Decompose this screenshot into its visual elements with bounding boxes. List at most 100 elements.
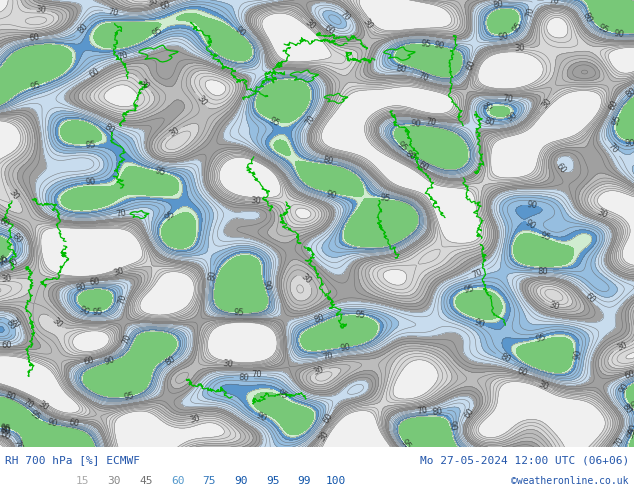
Text: 70: 70 [338,9,351,23]
Text: 30: 30 [250,196,261,206]
Text: 95: 95 [482,99,496,113]
Text: 90: 90 [626,422,634,436]
Text: 80: 80 [581,11,593,24]
Text: 80: 80 [431,406,443,416]
Text: 80: 80 [482,116,496,127]
Text: 95: 95 [611,113,623,126]
Text: 75: 75 [202,475,216,486]
Text: 30: 30 [540,96,553,110]
Text: 30: 30 [303,18,317,31]
Text: 60: 60 [88,277,100,287]
Text: 60: 60 [171,475,184,486]
Text: 90: 90 [527,200,538,211]
Text: 80: 80 [207,270,217,281]
Text: 30: 30 [616,340,630,353]
Text: 30: 30 [548,300,560,312]
Text: 70: 70 [548,0,560,6]
Text: 90: 90 [0,255,11,268]
Text: 60: 60 [607,99,620,112]
Text: 60: 60 [68,417,79,428]
Text: 15: 15 [75,475,89,486]
Text: 30: 30 [318,430,330,443]
Text: 70: 70 [120,333,133,346]
Text: 60: 60 [583,291,597,305]
Text: 70: 70 [117,293,129,305]
Text: 80: 80 [396,64,408,74]
Text: 30: 30 [514,44,525,53]
Text: 60: 60 [1,341,12,350]
Text: 95: 95 [379,193,391,204]
Text: 30: 30 [222,359,233,369]
Text: 95: 95 [93,307,103,317]
Text: 30: 30 [360,17,374,30]
Text: 80: 80 [537,267,548,276]
Text: 30: 30 [299,272,313,286]
Text: 70: 70 [425,118,437,128]
Text: 30: 30 [536,379,550,392]
Text: 95: 95 [399,437,412,451]
Text: 90: 90 [625,139,634,148]
Text: 80: 80 [619,401,633,416]
Text: 100: 100 [326,475,346,486]
Text: 90: 90 [84,177,96,187]
Text: 60: 60 [624,369,634,381]
Text: 80: 80 [164,355,177,368]
Text: 95: 95 [266,475,280,486]
Text: Mo 27-05-2024 12:00 UTC (06+06): Mo 27-05-2024 12:00 UTC (06+06) [420,456,629,466]
Text: 30: 30 [35,5,46,15]
Text: 90: 90 [505,110,519,123]
Text: 70: 70 [251,370,262,379]
Text: 60: 60 [0,429,11,441]
Text: 70: 70 [612,436,626,449]
Text: 90: 90 [234,475,248,486]
Text: 60: 60 [462,407,476,420]
Text: 90: 90 [497,31,509,42]
Text: 95: 95 [28,409,42,422]
Text: 95: 95 [153,166,166,177]
Text: 95: 95 [395,140,409,153]
Text: 30: 30 [107,475,121,486]
Text: 30: 30 [36,399,50,413]
Text: 80: 80 [75,282,87,293]
Text: 80: 80 [624,86,634,100]
Text: 90: 90 [0,424,11,435]
Text: 95: 95 [597,23,610,36]
Text: 90: 90 [103,355,115,367]
Text: 80: 80 [102,122,116,135]
Text: 95: 95 [535,333,548,344]
Text: 95: 95 [510,21,524,34]
Text: 60: 60 [417,160,430,173]
Text: 30: 30 [313,365,325,376]
Text: 95: 95 [538,230,552,243]
Text: 70: 70 [303,113,317,127]
Text: 60: 60 [0,217,10,229]
Text: 80: 80 [0,425,11,437]
Text: 80: 80 [10,231,23,245]
Text: 80: 80 [313,313,325,325]
Text: 70: 70 [417,71,430,83]
Text: 30: 30 [595,208,609,220]
Text: 30: 30 [49,316,63,329]
Text: RH 700 hPa [%] ECMWF: RH 700 hPa [%] ECMWF [5,456,140,466]
Text: 70: 70 [8,316,22,329]
Text: 70: 70 [115,208,127,219]
Text: 30: 30 [1,274,12,284]
Text: 60: 60 [553,161,567,175]
Text: 70: 70 [321,350,334,362]
Text: 95: 95 [0,423,11,434]
Text: 70: 70 [6,257,20,270]
Text: 90: 90 [46,417,59,429]
Text: 70: 70 [471,267,484,280]
Text: 70: 70 [117,50,129,62]
Text: 95: 95 [354,310,365,320]
Text: 99: 99 [297,475,311,486]
Text: 60: 60 [465,58,477,72]
Text: 90: 90 [613,29,624,39]
Text: 80: 80 [498,352,512,365]
Text: 95: 95 [624,400,634,414]
Text: 80: 80 [75,21,89,35]
Text: 95: 95 [233,308,244,318]
Text: 70: 70 [22,398,36,411]
Text: 90: 90 [617,382,630,395]
Text: 60: 60 [516,366,529,378]
